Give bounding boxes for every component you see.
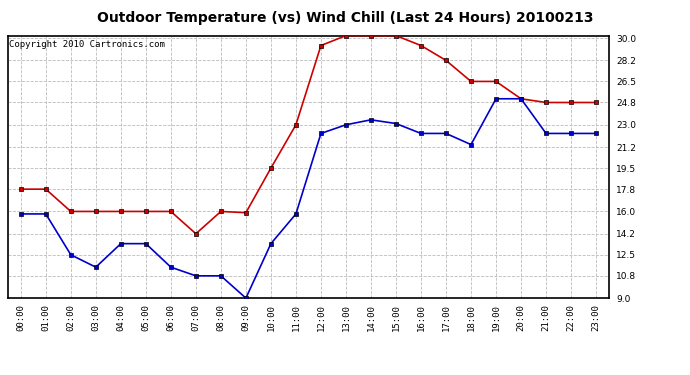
Text: Copyright 2010 Cartronics.com: Copyright 2010 Cartronics.com <box>10 40 166 49</box>
Text: Outdoor Temperature (vs) Wind Chill (Last 24 Hours) 20100213: Outdoor Temperature (vs) Wind Chill (Las… <box>97 11 593 25</box>
